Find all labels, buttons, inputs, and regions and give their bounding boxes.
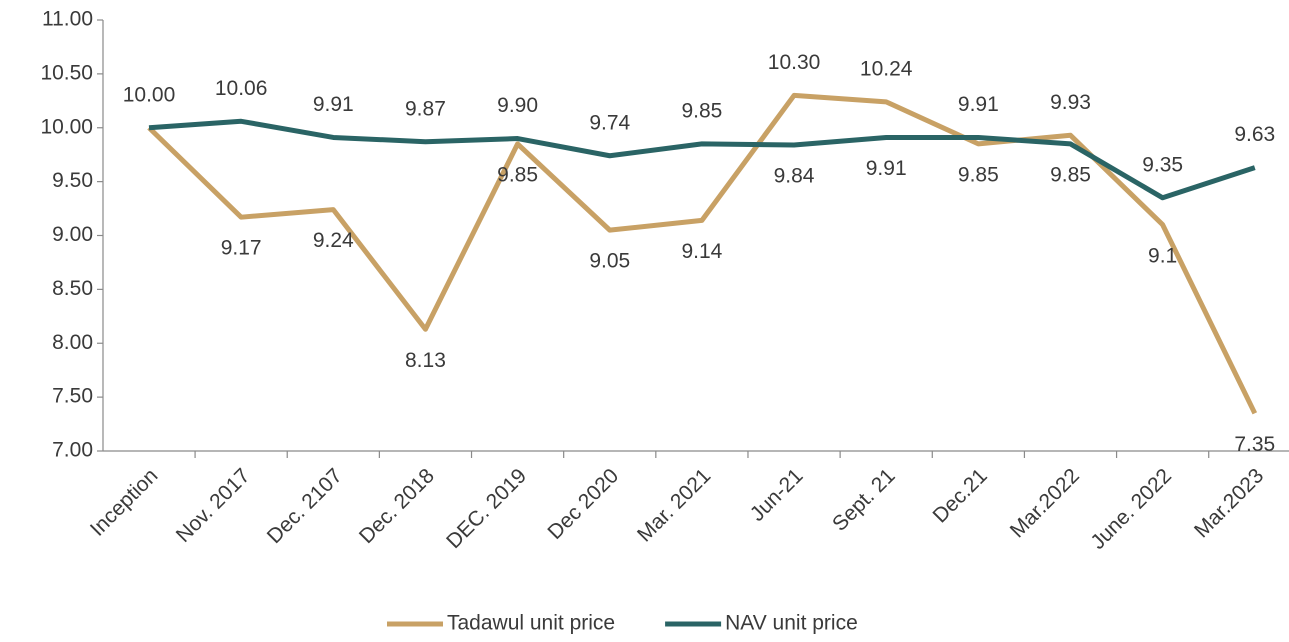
legend-label: Tadawul unit price — [447, 612, 615, 635]
data-label: 9.85 — [1050, 163, 1091, 186]
y-tick-label: 9.00 — [52, 223, 93, 246]
data-label: 9.91 — [313, 93, 354, 116]
data-label: 9.35 — [1142, 153, 1183, 176]
legend-label: NAV unit price — [725, 612, 858, 635]
x-tick-label: Inception — [86, 464, 163, 541]
y-tick-label: 10.50 — [40, 61, 93, 84]
x-tick-label: Jun-21 — [746, 464, 808, 526]
data-label: 9.93 — [1050, 91, 1091, 114]
y-tick-label: 8.00 — [52, 331, 93, 354]
data-label: 10.30 — [768, 51, 821, 74]
x-tick-label: Mar.2023 — [1190, 464, 1268, 542]
y-tick-label: 11.00 — [42, 8, 93, 31]
y-tick-label: 10.00 — [40, 115, 93, 138]
x-tick-label: Mar. 2021 — [633, 464, 715, 546]
data-label: 9.90 — [497, 94, 538, 117]
data-label: 8.13 — [405, 349, 446, 372]
data-label: 9.87 — [405, 97, 446, 120]
x-tick-label: Sept. 21 — [828, 464, 900, 536]
data-label: 10.24 — [860, 57, 913, 80]
data-label: 9.1 — [1148, 244, 1177, 267]
data-label: 9.84 — [774, 165, 815, 188]
series-line — [147, 92, 1258, 415]
data-label: 9.85 — [958, 163, 999, 186]
data-label: 9.91 — [866, 157, 907, 180]
y-tick-label: 7.00 — [52, 439, 93, 462]
x-tick-label: Nov. 2017 — [172, 464, 255, 547]
data-label: 9.85 — [681, 99, 722, 122]
x-tick-label: Dec.21 — [928, 464, 991, 527]
data-label: 10.00 — [123, 83, 176, 106]
data-label: 9.85 — [497, 163, 538, 186]
x-tick-label: Mar.2022 — [1006, 464, 1084, 542]
data-label: 9.17 — [221, 237, 262, 260]
x-tick-label: June. 2022 — [1086, 464, 1176, 554]
x-tick-label: DEC. 2019 — [442, 464, 531, 553]
y-tick-label: 7.50 — [52, 385, 93, 408]
y-tick-label: 8.50 — [52, 277, 93, 300]
y-tick-label: 9.50 — [52, 169, 93, 192]
data-label: 10.06 — [215, 77, 268, 100]
data-label: 9.63 — [1234, 123, 1275, 146]
data-label: 7.35 — [1234, 433, 1275, 456]
x-tick-label: Dec 2020 — [543, 464, 623, 544]
data-label: 9.24 — [313, 229, 354, 252]
data-label: 9.91 — [958, 93, 999, 116]
data-label: 9.14 — [681, 240, 722, 263]
series-line — [148, 118, 1256, 201]
data-label: 9.74 — [589, 111, 630, 134]
x-tick-label: Dec. 2107 — [263, 464, 347, 548]
x-tick-label: Dec. 2018 — [355, 464, 439, 548]
data-label: 9.05 — [589, 250, 630, 273]
